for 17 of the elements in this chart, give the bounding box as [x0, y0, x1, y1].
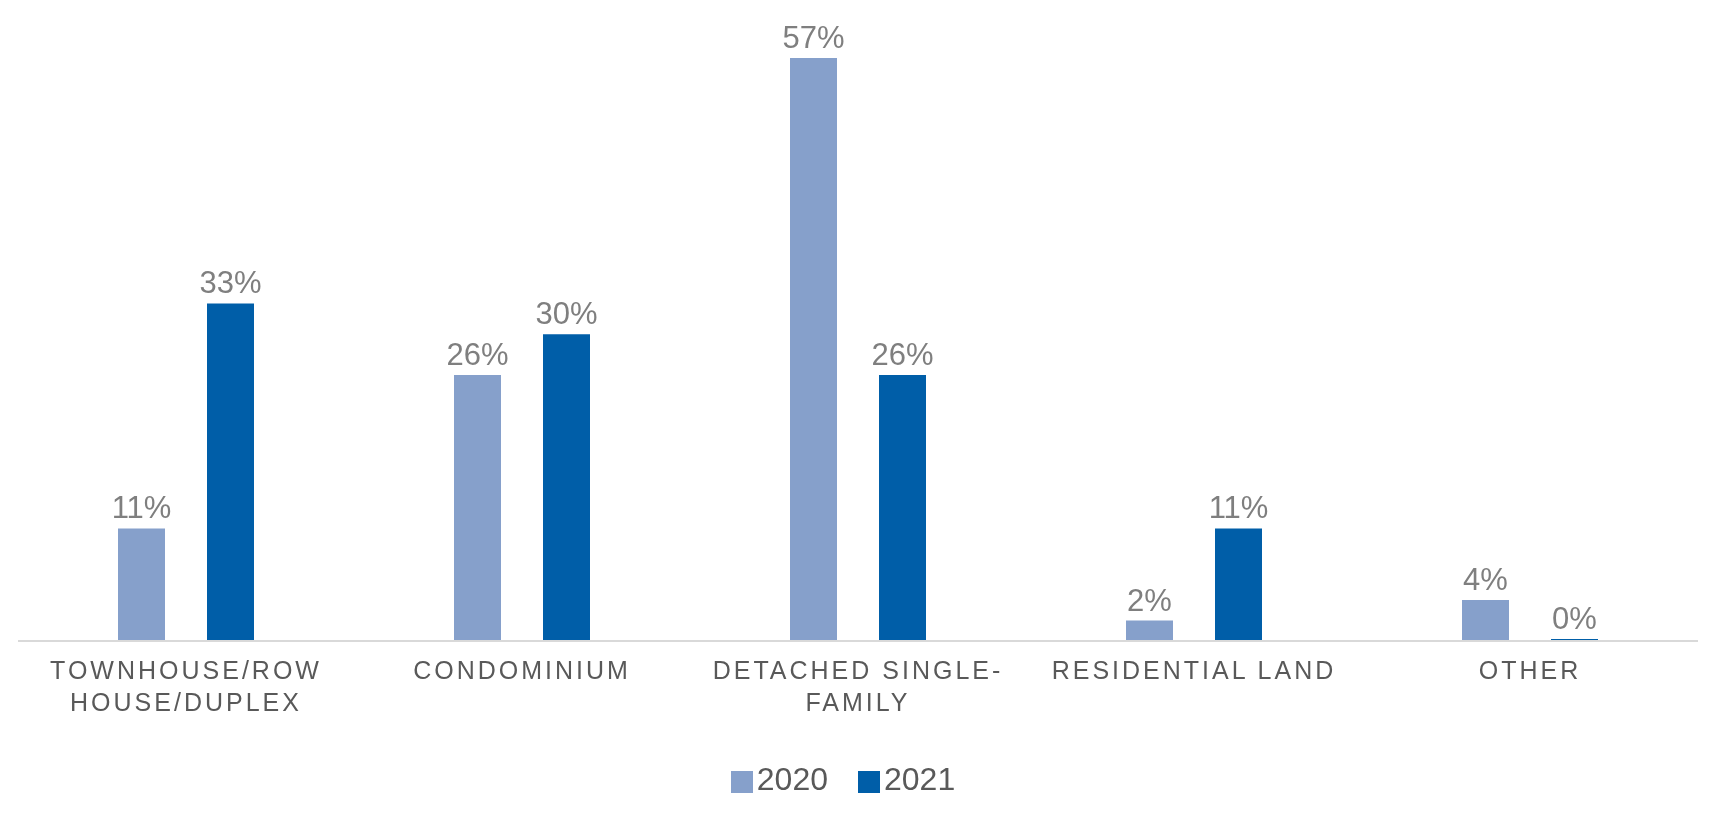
data-label: 2%	[1127, 582, 1172, 618]
data-label: 57%	[782, 20, 845, 55]
data-label: 33%	[199, 265, 262, 301]
data-label: 26%	[446, 337, 509, 373]
data-label: 4%	[1463, 562, 1508, 598]
data-label: 0%	[1552, 601, 1597, 636]
data-label: 11%	[111, 490, 172, 526]
x-tick-label: RESIDENTIAL LAND	[1051, 656, 1337, 684]
data-label: 11%	[1208, 490, 1269, 526]
x-tick-label: CONDOMINIUM	[413, 656, 631, 684]
legend-label: 2020	[756, 761, 828, 797]
data-label: 26%	[871, 337, 934, 373]
x-tick-label: TOWNHOUSE/ROW HOUSE/DUPLEX	[50, 656, 322, 716]
x-tick-label: DETACHED SINGLE-FAMILY	[712, 656, 1004, 716]
x-tick-label: OTHER	[1478, 656, 1582, 684]
legend-label: 2021	[884, 761, 956, 797]
data-label: 30%	[535, 296, 598, 332]
